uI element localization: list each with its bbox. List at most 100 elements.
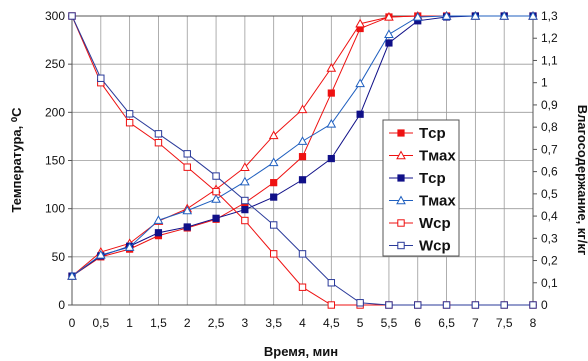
data-point — [499, 10, 510, 20]
data-point — [327, 279, 336, 287]
legend-label: Wср — [419, 215, 451, 232]
x-tick-label: 2,5 — [208, 316, 225, 330]
x-tick-label: 6,5 — [438, 316, 455, 330]
data-point — [298, 250, 307, 258]
data-point — [441, 10, 452, 20]
x-tick-label: 7,5 — [496, 316, 513, 330]
y-right-tick-label: 0,3 — [541, 231, 558, 245]
x-tick-label: 7 — [472, 316, 479, 330]
y-left-tick-label: 100 — [45, 202, 65, 216]
data-point — [298, 153, 307, 161]
data-point — [95, 249, 106, 259]
x-tick-label: 5 — [357, 316, 364, 330]
x-tick-label: 3,5 — [265, 316, 282, 330]
y-left-tick-label: 200 — [45, 105, 65, 119]
data-point — [154, 139, 163, 147]
legend-marker — [397, 174, 405, 182]
y-right-tick-label: 0,7 — [541, 142, 558, 156]
data-point — [356, 299, 364, 307]
x-tick-label: 8 — [530, 316, 537, 330]
x-tick-label: 1 — [126, 316, 133, 330]
data-point — [326, 62, 337, 72]
data-point — [442, 301, 451, 309]
data-point — [327, 154, 335, 163]
data-point — [269, 221, 278, 229]
x-axis-title: Время, мин — [264, 344, 338, 359]
data-point — [97, 74, 105, 82]
y-right-tick-label: 0,2 — [541, 254, 558, 268]
y-axis-right-title: Влагосодержание, кг/кг — [575, 105, 588, 256]
y-right-tick-label: 0,9 — [541, 98, 558, 112]
data-point — [269, 250, 278, 258]
data-point — [355, 18, 365, 28]
data-point — [327, 89, 335, 97]
y-right-tick-label: 0,6 — [541, 165, 558, 179]
data-point — [153, 215, 164, 224]
data-point — [529, 301, 537, 309]
y-left-tick-label: 150 — [45, 154, 65, 168]
y-left-tick-label: 0 — [58, 298, 65, 312]
data-point — [241, 196, 249, 205]
data-point — [384, 11, 394, 21]
y-right-tick-label: 1,3 — [541, 9, 558, 23]
data-point — [471, 301, 480, 309]
x-tick-label: 0,5 — [92, 316, 109, 330]
data-point — [355, 78, 365, 88]
legend-marker — [396, 150, 406, 160]
data-point — [385, 39, 393, 47]
data-point — [297, 136, 308, 145]
y-right-tick-label: 1,2 — [541, 31, 558, 45]
data-point — [212, 214, 220, 222]
data-point — [183, 150, 191, 158]
y-right-tick-label: 1,1 — [541, 53, 558, 67]
data-point — [470, 10, 481, 20]
data-point — [528, 10, 538, 20]
data-point — [125, 110, 134, 118]
legend-marker — [396, 195, 406, 205]
y-right-tick-label: 1 — [541, 76, 548, 90]
x-tick-label: 4 — [299, 316, 306, 330]
series-4 — [67, 10, 538, 280]
data-point — [183, 163, 191, 171]
data-point — [270, 179, 278, 187]
x-tick-label: 5,5 — [381, 316, 398, 330]
legend-marker — [397, 219, 405, 227]
x-tick-label: 3 — [242, 316, 249, 330]
data-point — [240, 162, 250, 171]
data-point — [385, 301, 393, 309]
legend-label: Wср — [419, 238, 451, 255]
legend: Tср Tмах Tср Tмах Wср Wср — [382, 119, 460, 257]
data-point — [212, 172, 220, 180]
legend-label: Tср — [419, 170, 446, 187]
legend-label: Tмах — [419, 193, 456, 210]
data-point — [384, 29, 394, 39]
data-point — [412, 11, 423, 21]
data-point — [500, 301, 508, 309]
data-point — [241, 206, 249, 214]
data-point — [183, 223, 191, 231]
x-tick-label: 4,5 — [323, 316, 340, 330]
data-point — [240, 176, 250, 186]
data-point — [270, 193, 278, 201]
data-point — [298, 283, 307, 291]
x-tick-label: 6 — [414, 316, 421, 330]
data-point — [154, 130, 163, 138]
data-point — [268, 130, 279, 140]
data-point — [298, 176, 307, 184]
y-left-tick-label: 50 — [52, 250, 66, 264]
y-right-tick-label: 0,5 — [541, 187, 558, 201]
data-point — [268, 157, 279, 167]
legend-label: Tср — [419, 125, 446, 142]
data-point — [414, 301, 422, 309]
y-right-tick-label: 0,8 — [541, 120, 558, 134]
data-point — [297, 104, 308, 114]
legend-label: Tмах — [419, 148, 456, 165]
data-point — [327, 301, 336, 309]
data-point — [212, 187, 220, 196]
data-point — [211, 194, 221, 203]
x-tick-label: 2 — [184, 316, 191, 330]
data-point — [356, 110, 364, 118]
y-right-tick-label: 0,4 — [541, 209, 558, 223]
grid — [71, 15, 534, 306]
data-point — [68, 12, 76, 20]
